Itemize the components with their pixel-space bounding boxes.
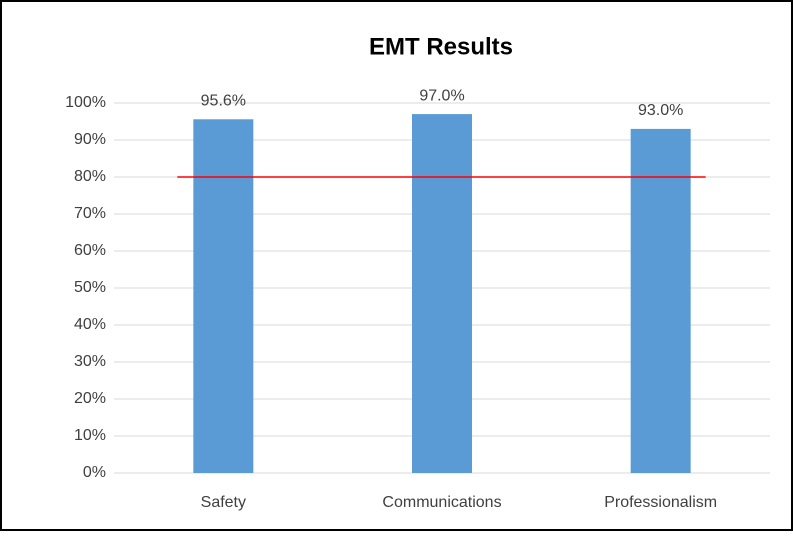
y-tick-label: 60%: [74, 242, 106, 259]
data-label: 93.0%: [638, 102, 683, 119]
data-label: 95.6%: [201, 92, 246, 109]
data-label: 97.0%: [419, 87, 464, 104]
x-tick-label: Communications: [382, 494, 501, 511]
y-tick-label: 90%: [74, 131, 106, 148]
bar: [412, 114, 472, 473]
y-tick-label: 20%: [74, 390, 106, 407]
y-tick-label: 40%: [74, 316, 106, 333]
y-tick-label: 30%: [74, 353, 106, 370]
y-tick-label: 100%: [65, 94, 106, 111]
x-tick-label: Professionalism: [604, 494, 717, 511]
y-tick-label: 0%: [83, 464, 106, 481]
y-tick-label: 10%: [74, 427, 106, 444]
y-tick-label: 70%: [74, 205, 106, 222]
bar: [630, 128, 691, 473]
x-tick-label: Safety: [201, 494, 246, 511]
y-tick-label: 50%: [74, 279, 106, 296]
y-tick-label: 80%: [74, 168, 106, 185]
chart-title: EMT Results: [369, 33, 513, 60]
bar: [193, 119, 254, 473]
